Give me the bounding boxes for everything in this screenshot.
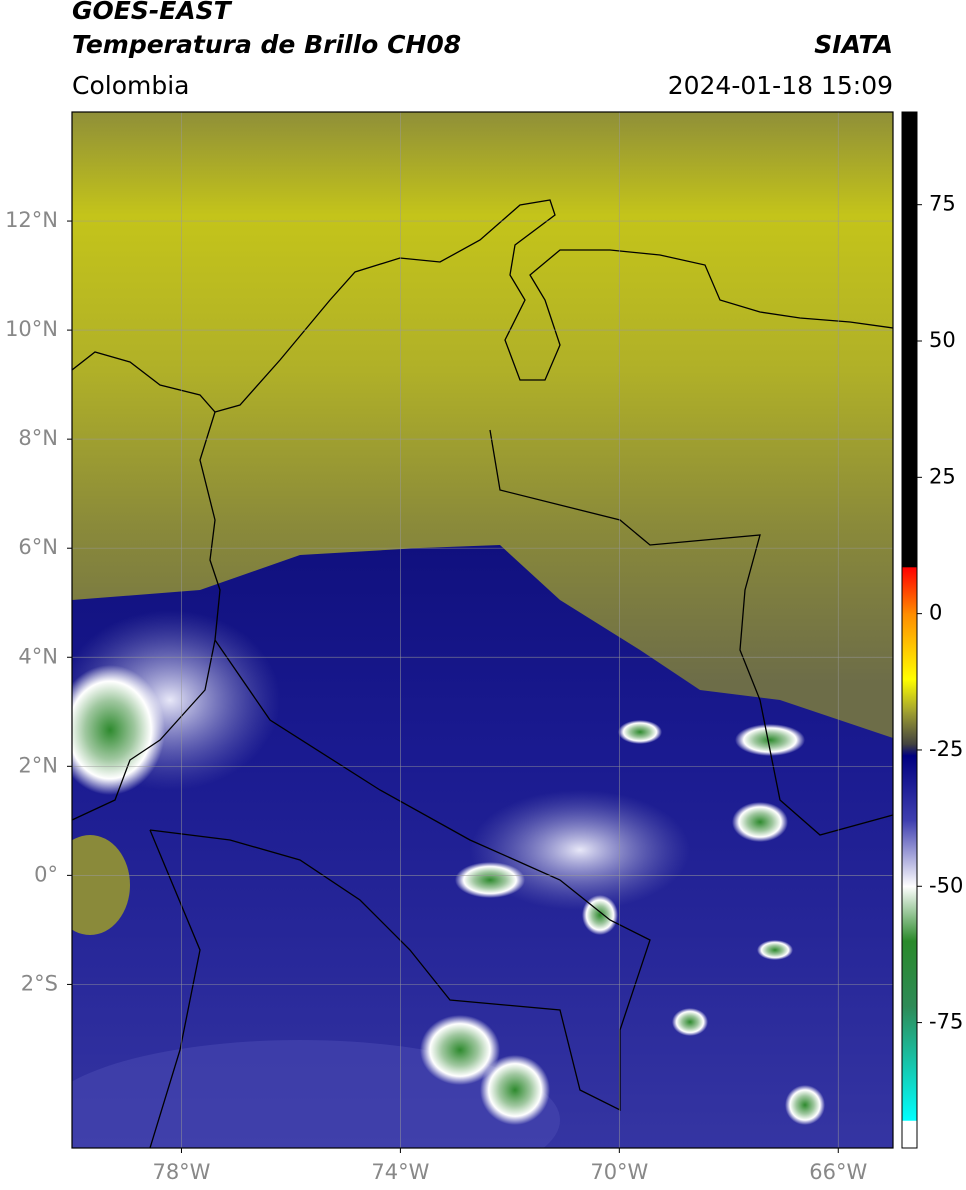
- x-tick-label: 74°W: [371, 1160, 429, 1184]
- colorbar-segment: [902, 820, 917, 887]
- colorbar-segment: [902, 886, 917, 942]
- warm-patch: [72, 835, 130, 935]
- colorbar-frame: [901, 111, 918, 1149]
- y-tick-label: 2°N: [18, 753, 58, 777]
- y-tick-label: 12°N: [5, 208, 58, 232]
- subtitle: Temperatura de Brillo CH08: [72, 30, 461, 59]
- colorbar-segment: [902, 744, 917, 756]
- cloud: [732, 802, 788, 842]
- colorbar-segment: [902, 613, 917, 680]
- datetime: 2024-01-18 15:09: [668, 71, 893, 100]
- colorbar-tick-label: -75: [929, 1010, 963, 1034]
- x-tick-label: 78°W: [152, 1160, 210, 1184]
- colorbar-segment: [902, 112, 917, 568]
- y-tick-label: 2°S: [21, 971, 58, 995]
- x-tick-label: 66°W: [809, 1160, 867, 1184]
- border: [149, 639, 651, 1112]
- colorbar-tick-label: 25: [929, 464, 956, 488]
- cloud: [757, 940, 793, 960]
- colorbar-segment: [902, 940, 917, 1007]
- colorbar-tick-label: 75: [929, 192, 956, 216]
- colorbar-segment: [902, 1120, 917, 1149]
- colorbar-segment: [902, 1006, 917, 1122]
- colorbar-tick-label: -25: [929, 737, 963, 761]
- region: Colombia: [72, 71, 189, 100]
- coastline: [72, 199, 893, 413]
- y-tick-label: 4°N: [18, 644, 58, 668]
- border: [489, 429, 893, 836]
- colorbar-segment: [902, 679, 917, 713]
- y-tick-label: 8°N: [18, 426, 58, 450]
- satellite-image: [72, 112, 893, 1148]
- colorbar-tick-label: 0: [929, 601, 942, 625]
- cloud: [672, 1008, 708, 1036]
- colorbar-segment: [902, 711, 917, 746]
- graticule: [72, 112, 893, 1148]
- map-frame: [71, 111, 894, 1149]
- cloud: [785, 1085, 825, 1125]
- y-tick-label: 6°N: [18, 535, 58, 559]
- coastline: [149, 829, 201, 1148]
- cloud: [455, 862, 525, 898]
- title: GOES-EAST: [72, 0, 233, 25]
- colorbar-tick-label: -50: [929, 873, 963, 897]
- cloud: [480, 1055, 550, 1125]
- cloud: [582, 895, 618, 935]
- colorbar-segment: [902, 755, 917, 822]
- colorbar-segment: [902, 567, 917, 615]
- cloud: [72, 665, 165, 795]
- y-tick-label: 0°: [34, 862, 58, 886]
- cloud: [735, 724, 805, 756]
- cloud: [618, 720, 662, 744]
- x-tick-label: 70°W: [590, 1160, 648, 1184]
- colorbar-tick-label: 50: [929, 328, 956, 352]
- cloud: [420, 1015, 500, 1085]
- source: SIATA: [814, 30, 893, 59]
- y-tick-label: 10°N: [5, 317, 58, 341]
